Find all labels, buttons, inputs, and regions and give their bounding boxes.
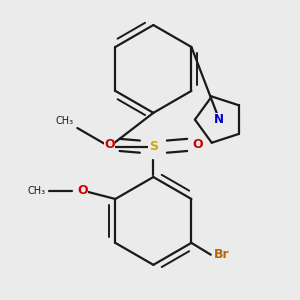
Text: N: N bbox=[214, 113, 224, 126]
Text: O: O bbox=[192, 138, 202, 152]
Text: O: O bbox=[104, 138, 115, 152]
Text: CH₃: CH₃ bbox=[56, 116, 74, 126]
Text: N: N bbox=[104, 140, 115, 153]
Text: O: O bbox=[77, 184, 88, 197]
Text: CH₃: CH₃ bbox=[27, 185, 45, 196]
Text: Br: Br bbox=[214, 248, 230, 261]
Text: S: S bbox=[149, 140, 158, 153]
